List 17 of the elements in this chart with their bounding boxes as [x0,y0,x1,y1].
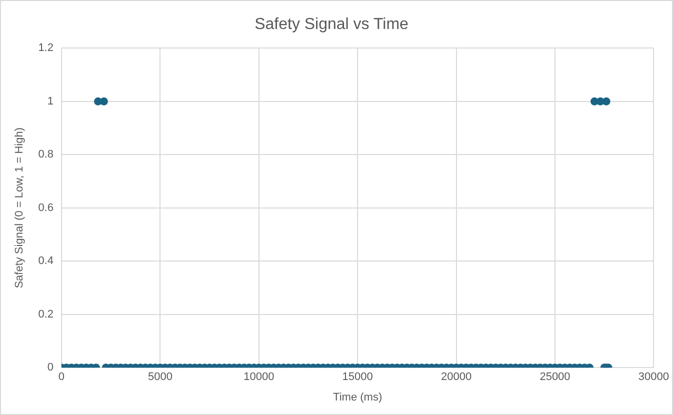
x-tick-label: 5000 [148,371,172,384]
y-tick-label: 0.8 [38,148,54,161]
x-tick-label: 15000 [342,371,373,384]
y-tick-label: 0 [47,362,54,374]
x-tick-label: 30000 [638,371,670,384]
x-tick-label: 20000 [441,371,472,384]
x-tick-label: 0 [58,371,65,384]
y-tick-label: 1 [47,95,54,108]
y-tick-label: 0.6 [38,202,54,214]
x-tick-label: 10000 [244,371,274,384]
chart-title: Safety Signal vs Time [254,16,409,34]
y-tick-label: 0.4 [38,255,54,268]
y-axis-title: Safety Signal (0 = Low, 1 = High) [14,127,26,288]
y-tick-label: 0.2 [38,308,54,320]
y-tick-label: 1.2 [38,42,54,54]
x-tick-label: 25000 [540,371,570,384]
x-axis-title: Time (ms) [333,391,382,404]
